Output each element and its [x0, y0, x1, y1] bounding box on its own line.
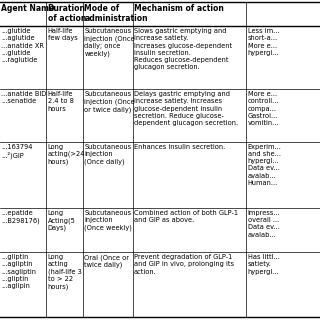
Text: Long
Acting(5
Days): Long Acting(5 Days): [48, 210, 76, 231]
Text: Subcutaneous
injection (Once
daily; once
weekly): Subcutaneous injection (Once daily; once…: [84, 28, 135, 57]
Text: Mechanism of action: Mechanism of action: [134, 4, 224, 13]
Text: Subcutaneous
injection (Once
or twice daily): Subcutaneous injection (Once or twice da…: [84, 91, 135, 113]
Text: Long
acting(>24
hours): Long acting(>24 hours): [48, 144, 85, 165]
Text: Subcutaneous
injection
(Once daily): Subcutaneous injection (Once daily): [84, 144, 132, 165]
Text: ...gliptin
...agliptin
...sagliptin
...gliptin
...aglipin: ...gliptin ...agliptin ...sagliptin ...g…: [1, 254, 36, 289]
Text: Combined action of both GLP-1
and GIP as above.: Combined action of both GLP-1 and GIP as…: [134, 210, 238, 223]
Text: Delays gastric emptying and
increase satiety. Increases
glucose-dependent insuli: Delays gastric emptying and increase sat…: [134, 91, 238, 126]
Text: Mode of
administration: Mode of administration: [84, 4, 148, 23]
Text: Impress...
overall ...
Data ev...
avalab...: Impress... overall ... Data ev... avalab…: [248, 210, 280, 238]
Text: Duration
of action: Duration of action: [48, 4, 86, 23]
Text: Half-life
2.4 to 8
hours: Half-life 2.4 to 8 hours: [48, 91, 74, 112]
Text: Has littl...
satiety.
hypergl...: Has littl... satiety. hypergl...: [248, 254, 280, 275]
Text: Slows gastric emptying and
increase satiety.
Increases glucose-dependent
insulin: Slows gastric emptying and increase sati…: [134, 28, 232, 70]
Text: More e...
controll...
compa...
Gastroi...
vomitin...: More e... controll... compa... Gastroi..…: [248, 91, 279, 126]
Text: ...anatide BID
...senatide: ...anatide BID ...senatide: [1, 91, 46, 104]
Text: Less im...
short-a...
More e...
hypergl...: Less im... short-a... More e... hypergl.…: [248, 28, 279, 56]
Text: ...epatide
...B298176): ...epatide ...B298176): [1, 210, 40, 224]
Text: ...163794
...²)GIP: ...163794 ...²)GIP: [1, 144, 33, 159]
Text: Experim...
and she...
hypergl...
Data ev...
avalab...
Human...: Experim... and she... hypergl... Data ev…: [248, 144, 282, 186]
Text: Subcutaneous
injection
(Once weekly): Subcutaneous injection (Once weekly): [84, 210, 132, 231]
Text: Half-life
few days: Half-life few days: [48, 28, 77, 42]
Text: Enhances insulin secretion.: Enhances insulin secretion.: [134, 144, 225, 150]
Text: Oral (Once or
twice daily): Oral (Once or twice daily): [84, 254, 130, 268]
Text: ...glutide
...aglutide
...anatide XR
...glutide
...raglutide: ...glutide ...aglutide ...anatide XR ...…: [1, 28, 44, 63]
Text: Agent Name: Agent Name: [1, 4, 54, 13]
Text: Long
acting
(half-life 3
to > 22
hours): Long acting (half-life 3 to > 22 hours): [48, 254, 81, 290]
Text: Prevent degradation of GLP-1
and GIP in vivo, prolonging its
action.: Prevent degradation of GLP-1 and GIP in …: [134, 254, 234, 275]
